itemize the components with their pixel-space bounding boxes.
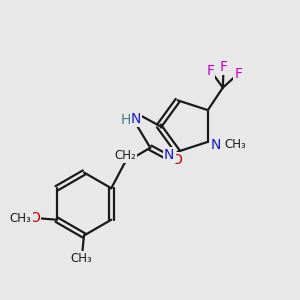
Text: F: F — [206, 64, 214, 78]
Text: CH₃: CH₃ — [224, 138, 246, 152]
Text: CH₃: CH₃ — [70, 252, 92, 266]
Text: N: N — [164, 148, 174, 162]
Text: F: F — [234, 67, 242, 81]
Text: O: O — [171, 153, 182, 167]
Text: H: H — [121, 113, 131, 127]
Text: F: F — [219, 60, 227, 74]
Text: N: N — [131, 112, 141, 126]
Text: CH₃: CH₃ — [10, 212, 32, 225]
Text: CH₂: CH₂ — [115, 149, 136, 162]
Text: O: O — [29, 211, 40, 225]
Text: N: N — [211, 138, 221, 152]
